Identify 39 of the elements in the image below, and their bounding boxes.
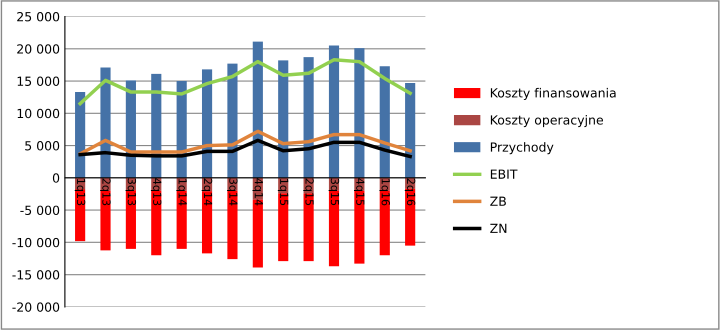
y-tick-label: -10 000: [12, 238, 60, 248]
x-tick-label: 2q14: [202, 178, 212, 206]
y-tick-label: 0: [52, 173, 60, 183]
bar: [328, 46, 340, 178]
line-series: [78, 130, 412, 156]
y-tick-label: 5 000: [25, 141, 60, 150]
bar: [354, 48, 364, 178]
bar: [252, 42, 263, 178]
x-tick-label: 1q14: [176, 179, 187, 206]
legend-label: Przychody: [490, 142, 554, 154]
bar: [405, 82, 416, 178]
x-tick-label: 1q13: [74, 179, 86, 206]
y-tick-label: 25 000: [17, 12, 60, 22]
line-series: [78, 58, 412, 106]
y-tick-label: 10 000: [18, 108, 60, 118]
y-tick-label: -20 000: [12, 302, 60, 312]
line-series: [78, 138, 412, 158]
y-tick-label: -15 000: [12, 270, 60, 280]
x-tick-label: 2q13: [100, 178, 111, 206]
legend-label: Koszty finansowania: [490, 88, 616, 100]
legend-label: Koszty operacyjne: [490, 115, 603, 128]
y-tick-label: 15 000: [18, 76, 60, 86]
x-tick-label: 3q15: [328, 178, 340, 206]
x-tick-label: 4q13: [150, 178, 162, 206]
x-tick-label: 4q15: [354, 178, 364, 206]
x-tick-label: 1q15: [278, 179, 288, 206]
x-tick-label: 2q16: [404, 178, 416, 206]
x-tick-label: 3q14: [227, 178, 238, 206]
y-tick-label: -5 000: [20, 206, 60, 216]
bar: [278, 60, 288, 178]
bar: [75, 92, 86, 178]
legend-label: ZN: [490, 224, 506, 233]
legend-label: ZB: [490, 196, 506, 206]
legend-label: EBIT: [490, 170, 518, 179]
y-tick-label: 20 000: [17, 44, 60, 54]
x-tick-label: 1q16: [379, 179, 390, 206]
x-tick-label: 3q13: [126, 178, 136, 206]
x-tick-label: 2q15: [303, 178, 314, 206]
x-tick-label: 4q14: [252, 178, 263, 206]
